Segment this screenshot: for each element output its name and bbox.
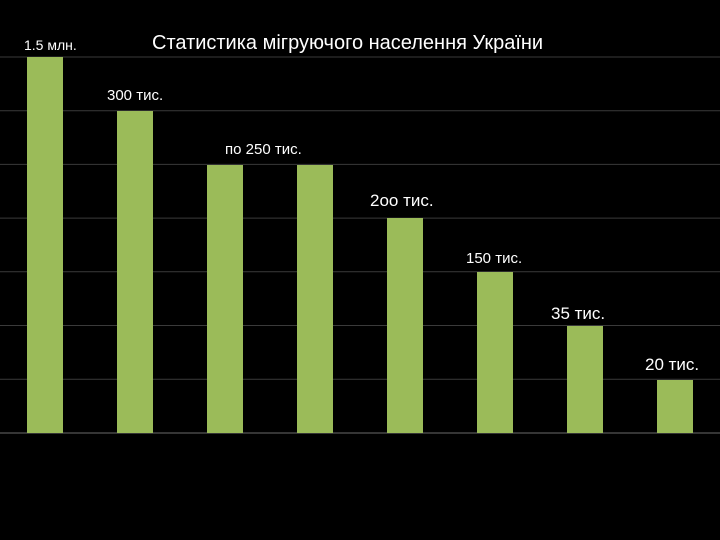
bar <box>387 218 423 433</box>
bar <box>297 165 333 433</box>
data-label: 35 тис. <box>551 304 605 323</box>
bar <box>657 380 693 433</box>
data-label: 1.5 млн. <box>24 37 77 53</box>
data-label: 20 тис. <box>645 355 699 374</box>
bar <box>27 57 63 433</box>
bar <box>207 165 243 433</box>
chart-title: Статистика мігруючого населення України <box>152 32 544 54</box>
data-label: 150 тис. <box>466 250 522 267</box>
data-label: по 250 тис. <box>225 141 302 158</box>
bar <box>117 111 153 433</box>
data-label: 2оо тис. <box>370 191 434 210</box>
bar <box>567 326 603 433</box>
bar <box>477 272 513 433</box>
data-label: 300 тис. <box>107 87 163 104</box>
